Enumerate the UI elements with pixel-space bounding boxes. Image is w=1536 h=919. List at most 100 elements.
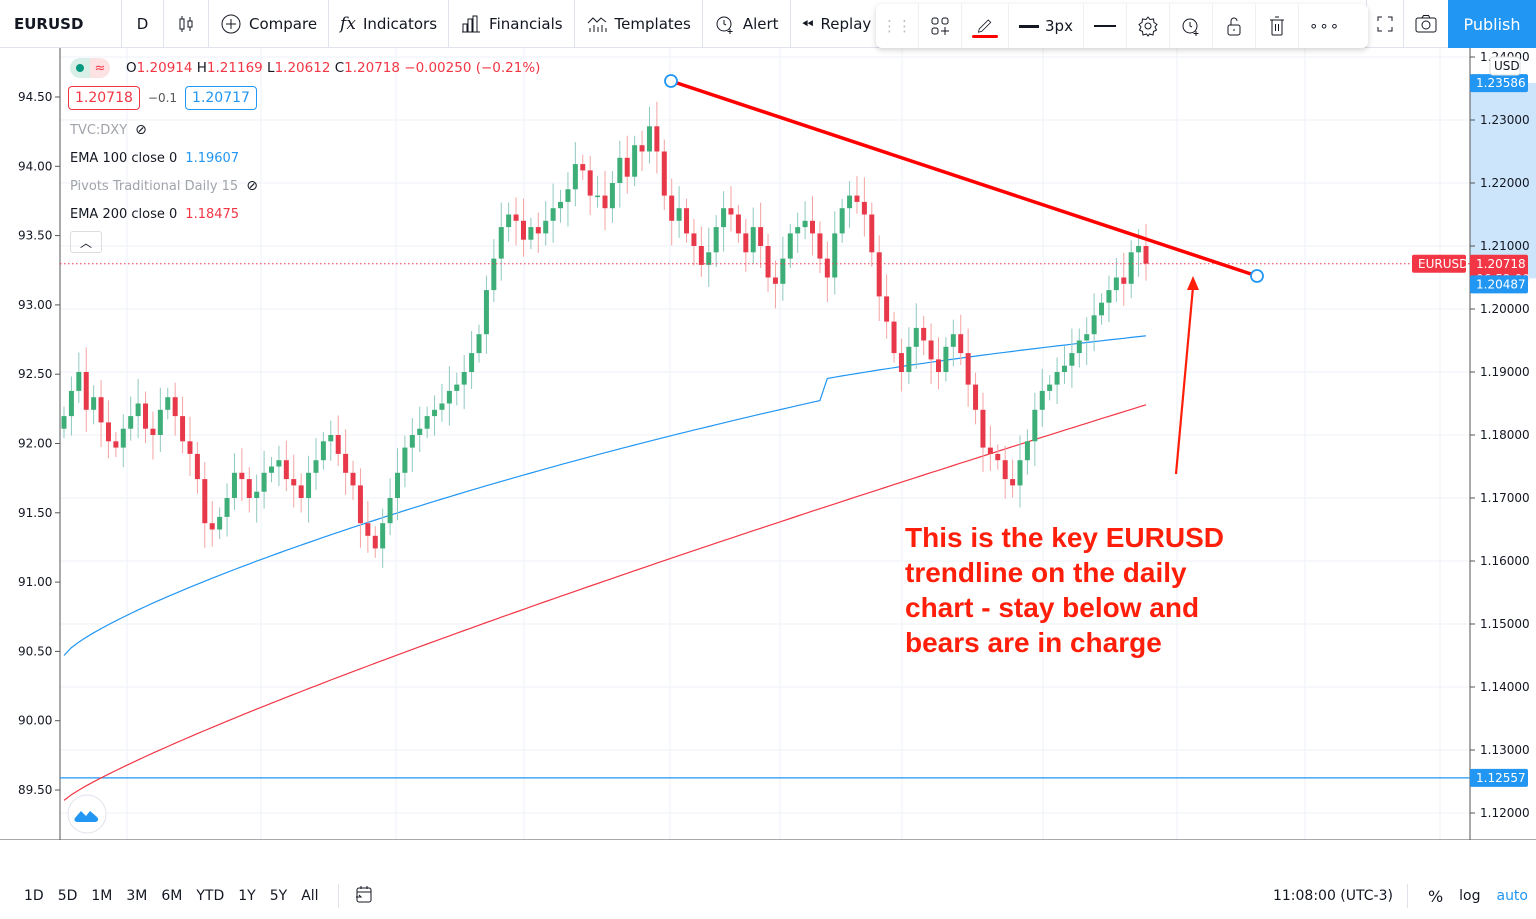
unlock-icon (1227, 17, 1241, 36)
spread-value: −0.1 (147, 91, 178, 105)
compare-label: Compare (249, 14, 318, 33)
symbol-label: EURUSD (14, 14, 84, 33)
chart-legend: ≈ O1.20914 H1.21169 L1.20612 C1.20718 −0… (68, 56, 541, 256)
range-6m[interactable]: 6M (161, 888, 183, 904)
alarm-plus-icon (1182, 18, 1199, 36)
symbol-search-button[interactable]: EURUSD (0, 0, 122, 48)
fullscreen-icon (1377, 16, 1392, 32)
price-chart[interactable]: 1.240001.230001.220001.210001.200001.190… (0, 48, 1536, 840)
svg-text:93.00: 93.00 (18, 298, 52, 312)
eye-off-icon[interactable]: ⊘ (246, 178, 258, 194)
study-pivots[interactable]: Pivots Traditional Daily 15 ⊘ (70, 178, 258, 194)
color-swatch (972, 34, 998, 38)
publish-label: Publish (1463, 14, 1521, 34)
svg-text:93.50: 93.50 (18, 229, 52, 243)
svg-text:1.23000: 1.23000 (1480, 113, 1530, 127)
svg-text:91.50: 91.50 (18, 506, 52, 520)
line-style-button[interactable] (1084, 4, 1127, 48)
alarm-clock-icon (716, 16, 733, 34)
range-3m[interactable]: 3M (126, 888, 148, 904)
sell-price-button[interactable]: 1.20718 (68, 86, 140, 110)
svg-text:1.23586: 1.23586 (1476, 76, 1526, 90)
interval-button[interactable]: D (122, 0, 164, 48)
svg-text:EURUSD: EURUSD (1418, 257, 1468, 271)
range-all[interactable]: All (301, 888, 319, 904)
add-alert-button[interactable] (1170, 4, 1213, 48)
trash-icon (1269, 16, 1284, 36)
template-button[interactable] (919, 4, 962, 48)
svg-text:1.19000: 1.19000 (1480, 365, 1530, 379)
alert-label: Alert (742, 14, 779, 33)
line-width-label: 3px (1045, 17, 1073, 35)
svg-text:1.13000: 1.13000 (1480, 743, 1530, 757)
clock-timezone[interactable]: 11:08:00 (UTC-3) (1272, 888, 1393, 904)
auto-toggle[interactable]: auto (1496, 888, 1528, 904)
interval-label: D (136, 14, 149, 33)
range-selector: 1D 5D 1M 3M 6M YTD 1Y 5Y All (0, 888, 326, 904)
settings-button[interactable] (1127, 4, 1170, 48)
delete-button[interactable] (1256, 4, 1299, 48)
range-ytd[interactable]: YTD (196, 888, 225, 904)
eye-off-icon[interactable]: ⊘ (135, 122, 147, 138)
candles-icon (179, 15, 193, 32)
market-status-indicator: ≈ (70, 58, 110, 78)
svg-text:1.22000: 1.22000 (1480, 176, 1530, 190)
svg-text:1.12000: 1.12000 (1480, 806, 1530, 820)
buy-price-button[interactable]: 1.20717 (185, 86, 257, 110)
range-5y[interactable]: 5Y (269, 888, 288, 904)
svg-text:1.17000: 1.17000 (1480, 491, 1530, 505)
alert-button[interactable]: Alert (703, 0, 791, 48)
fullscreen-button[interactable] (1366, 0, 1402, 48)
line-width-button[interactable]: 3px (1009, 4, 1084, 48)
go-to-date-button[interactable] (353, 883, 375, 909)
study-ema200[interactable]: EMA 200 close 0 1.18475 (70, 206, 240, 222)
bottom-toolbar: 1D 5D 1M 3M 6M YTD 1Y 5Y All 11:08:00 (U… (0, 873, 1536, 919)
svg-text:1.15000: 1.15000 (1480, 617, 1530, 631)
svg-text:1.12557: 1.12557 (1476, 771, 1526, 785)
svg-text:91.00: 91.00 (18, 575, 52, 589)
range-1d[interactable]: 1D (24, 888, 44, 904)
camera-icon (1415, 15, 1437, 33)
study-ema100[interactable]: EMA 100 close 0 1.19607 (70, 150, 240, 166)
calendar-icon (355, 886, 372, 903)
percent-toggle[interactable]: % (1427, 886, 1444, 906)
ohlc-values: O1.20914 H1.21169 L1.20612 C1.20718 −0.0… (126, 60, 541, 76)
range-1y[interactable]: 1Y (238, 888, 256, 904)
collapse-legend-button[interactable]: ︿ (70, 231, 102, 253)
publish-button[interactable]: Publish (1448, 0, 1536, 48)
bar-chart-icon (462, 15, 481, 32)
svg-text:89.50: 89.50 (18, 783, 52, 797)
svg-text:1.20487: 1.20487 (1476, 277, 1526, 291)
svg-text:1.14000: 1.14000 (1480, 680, 1530, 694)
line-style-icon (1093, 25, 1116, 27)
chart-annotation-text[interactable]: This is the key EURUSD trendline on the … (905, 522, 1224, 658)
range-1m[interactable]: 1M (91, 888, 113, 904)
gear-icon (1138, 16, 1158, 37)
indicators-label: Indicators (362, 14, 438, 33)
svg-text:92.00: 92.00 (18, 437, 52, 451)
svg-text:1.20718: 1.20718 (1476, 257, 1526, 271)
more-button[interactable]: ∘∘∘ (1299, 4, 1350, 48)
financials-button[interactable]: Financials (449, 0, 575, 48)
study-dxy[interactable]: TVC:DXY ⊘ (70, 122, 147, 138)
svg-text:90.00: 90.00 (18, 714, 52, 728)
line-width-icon (1019, 24, 1039, 28)
svg-text:1.21000: 1.21000 (1480, 239, 1530, 253)
chart-type-button[interactable] (164, 0, 209, 48)
drawing-floating-toolbar: ⋮⋮ 3px ∘∘∘ (876, 4, 1368, 48)
indicators-button[interactable]: fx Indicators (329, 0, 450, 48)
replay-label: Replay (820, 14, 872, 33)
svg-text:1.20000: 1.20000 (1480, 302, 1530, 316)
line-color-button[interactable] (962, 4, 1009, 48)
templates-icon (587, 16, 607, 32)
snapshot-button[interactable] (1403, 0, 1448, 48)
range-5d[interactable]: 5D (57, 888, 78, 904)
grid-plus-icon (931, 17, 949, 35)
compare-button[interactable]: Compare (209, 0, 330, 48)
rewind-icon: ⏪︎ (801, 14, 814, 33)
log-toggle[interactable]: log (1459, 888, 1481, 904)
drag-handle[interactable]: ⋮⋮ (876, 4, 919, 48)
templates-button[interactable]: Templates (575, 0, 703, 48)
lock-button[interactable] (1213, 4, 1256, 48)
replay-button[interactable]: ⏪︎ Replay (791, 0, 883, 48)
